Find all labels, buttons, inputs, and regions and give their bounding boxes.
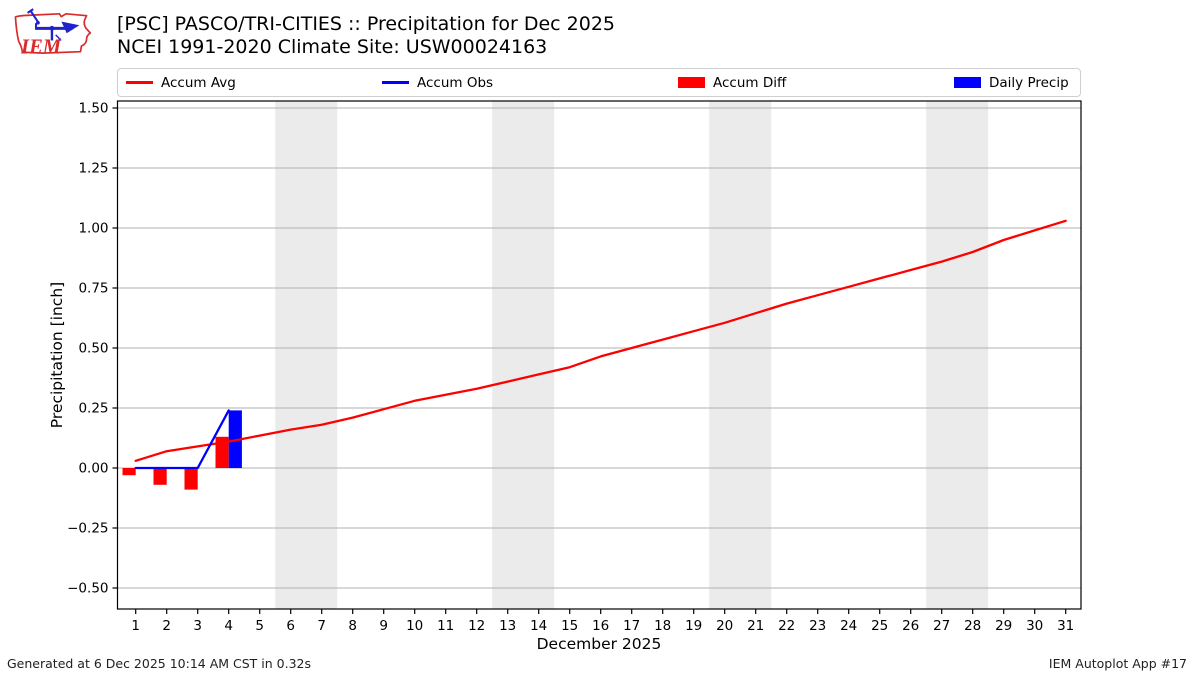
iowa-outline-logo-graphic: IEM	[14, 8, 92, 59]
weekend-band	[275, 101, 338, 609]
accum-diff-bar	[184, 468, 198, 490]
y-tick-label: 1.00	[78, 221, 108, 237]
x-tick-label: 25	[871, 618, 888, 634]
accum-diff-bar	[122, 468, 136, 476]
accum-avg-line	[134, 219, 1067, 462]
x-tick-label: 24	[840, 618, 857, 634]
x-tick-label: 1	[131, 618, 140, 634]
x-tick-label: 19	[685, 618, 702, 634]
chart-legend: Accum Avg Accum Obs Accum Diff Daily Pre…	[117, 68, 1081, 97]
x-tick-label: 29	[995, 618, 1012, 634]
weather-vane-icon	[27, 8, 80, 41]
chart-title-line2: NCEI 1991-2020 Climate Site: USW00024163	[117, 36, 548, 58]
x-tick-label: 15	[561, 618, 578, 634]
x-tick-label: 3	[193, 618, 202, 634]
x-tick-label: 7	[317, 618, 326, 634]
accum-obs-line	[134, 409, 230, 470]
x-tick-label: 20	[716, 618, 733, 634]
x-tick-label: 2	[162, 618, 171, 634]
iowa-outline	[14, 12, 92, 54]
x-tick-label: 27	[933, 618, 950, 634]
y-tick-label: 0.00	[78, 461, 108, 477]
x-tick-label: 16	[592, 618, 609, 634]
legend-item-accum-obs: Accum Obs	[382, 69, 493, 96]
logo-iem-text: IEM	[20, 37, 62, 59]
y-tick-label: 0.25	[78, 401, 108, 417]
x-tick-label: 21	[747, 618, 764, 634]
x-tick-label: 31	[1057, 618, 1074, 634]
accum-diff-bar	[215, 436, 229, 468]
generated-timestamp: Generated at 6 Dec 2025 10:14 AM CST in …	[7, 656, 311, 671]
x-tick-label: 10	[406, 618, 423, 634]
accum-avg-line-swatch	[126, 81, 153, 84]
x-tick-label: 4	[224, 618, 233, 634]
x-tick-label: 28	[964, 618, 981, 634]
app-credit: IEM Autoplot App #17	[1048, 656, 1187, 671]
legend-item-accum-avg: Accum Avg	[126, 69, 236, 96]
y-tick-label: 1.25	[78, 161, 108, 177]
legend-label-daily-precip: Daily Precip	[989, 74, 1069, 91]
iem-logo: IEM	[7, 4, 95, 62]
x-tick-label: 13	[499, 618, 516, 634]
daily-precip-rect-swatch	[954, 77, 981, 88]
y-axis-label: Precipitation [inch]	[48, 281, 66, 429]
x-tick-label: 26	[902, 618, 919, 634]
x-tick-label: 17	[623, 618, 640, 634]
legend-label-accum-avg: Accum Avg	[161, 74, 236, 91]
x-tick-label: 14	[530, 618, 547, 634]
x-tick-label: 6	[286, 618, 295, 634]
accum-obs-line-swatch	[382, 81, 409, 84]
x-axis-label: December 2025	[536, 635, 662, 653]
x-tick-label: 22	[778, 618, 795, 634]
legend-item-accum-diff: Accum Diff	[678, 69, 786, 96]
y-tick-label: −0.50	[67, 581, 108, 597]
legend-label-accum-obs: Accum Obs	[417, 74, 494, 91]
accum-diff-bar	[153, 468, 167, 485]
x-tick-label: 11	[437, 618, 454, 634]
x-tick-label: 23	[809, 618, 826, 634]
y-tick-label: −0.25	[67, 521, 108, 537]
accum-diff-rect-swatch	[678, 77, 705, 88]
weekend-band	[492, 101, 555, 609]
x-tick-label: 5	[255, 618, 264, 634]
y-tick-label: 0.50	[78, 341, 108, 357]
chart-title-line1: [PSC] PASCO/TRI-CITIES :: Precipitation …	[117, 13, 615, 35]
y-tick-label: 1.50	[78, 101, 108, 117]
legend-item-daily-precip: Daily Precip	[954, 69, 1069, 96]
weekend-band	[709, 101, 772, 609]
x-tick-label: 8	[348, 618, 357, 634]
x-tick-label: 30	[1026, 618, 1043, 634]
legend-label-accum-diff: Accum Diff	[713, 74, 787, 91]
weekend-band	[926, 101, 989, 609]
y-tick-label: 0.75	[78, 281, 108, 297]
x-tick-label: 12	[468, 618, 485, 634]
x-tick-label: 9	[379, 618, 388, 634]
axes-spines	[116, 100, 1082, 610]
x-tick-label: 18	[654, 618, 671, 634]
chart-title: [PSC] PASCO/TRI-CITIES :: Precipitation …	[117, 13, 615, 59]
